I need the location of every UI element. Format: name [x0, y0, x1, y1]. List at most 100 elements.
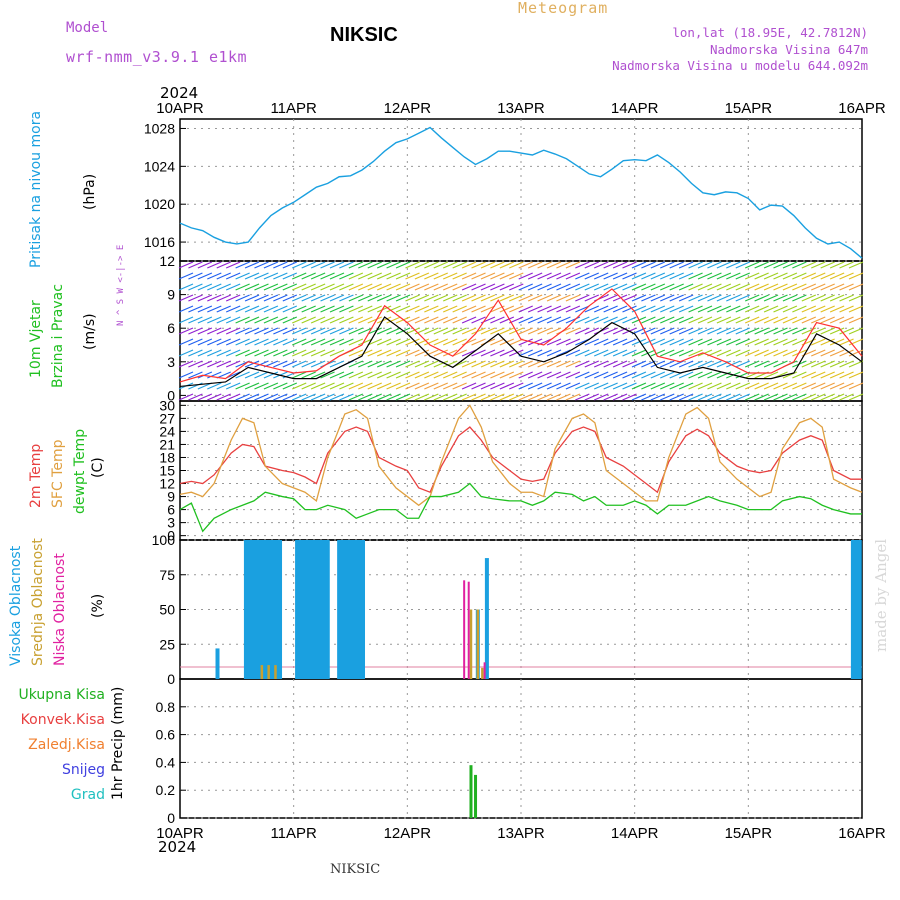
wind-barb — [433, 316, 449, 324]
wind-barb — [707, 261, 722, 269]
wind-barb — [688, 349, 703, 357]
wind-barb — [565, 382, 581, 390]
wind-barb — [282, 360, 298, 368]
wind-barb — [829, 316, 845, 324]
wind-barb — [518, 349, 533, 357]
wind-barb — [499, 316, 515, 324]
wind-barb — [782, 393, 798, 401]
wind-barb — [575, 316, 590, 324]
wind-barb — [244, 382, 260, 390]
wind-barb — [641, 382, 656, 390]
wind-barb — [678, 327, 694, 335]
wind-barb — [650, 294, 666, 302]
wind-barb — [197, 316, 213, 324]
wind-barb — [395, 360, 411, 368]
wind-barb — [207, 294, 222, 302]
wind-barb — [414, 283, 430, 291]
wind-barb — [414, 272, 430, 280]
wind-barb — [499, 360, 515, 368]
wind-barb — [320, 272, 335, 280]
precip-name-label-5: Grad — [70, 787, 105, 803]
wind-barb — [707, 305, 722, 313]
wind-barb — [254, 393, 269, 401]
wind-barb — [782, 283, 798, 291]
wind-barb — [424, 327, 439, 335]
wind-barb — [310, 338, 326, 346]
wind-barb — [358, 316, 373, 324]
wind-barb — [424, 283, 439, 291]
wind-barb — [386, 294, 401, 302]
ytick-label-wind: 0 — [167, 387, 175, 403]
wind-barb — [292, 349, 307, 357]
wind-barb — [660, 393, 675, 401]
wind-barb — [811, 382, 826, 390]
ytick-label-temperature: 0 — [167, 528, 175, 544]
xtick-label-top: 10APR — [156, 100, 204, 117]
wind-barb — [707, 327, 722, 335]
wind-barb — [707, 283, 722, 291]
wind-barb — [688, 305, 703, 313]
wind-barb — [697, 294, 713, 302]
cloud-bar — [247, 540, 252, 679]
wind-barb — [358, 382, 373, 390]
wind-barb — [848, 294, 864, 302]
wind-barb — [603, 294, 618, 302]
series-line-temperature — [179, 404, 863, 507]
wind-barb — [254, 272, 269, 280]
wind-barb — [575, 283, 590, 291]
wind-barb — [546, 305, 562, 313]
wind-barb — [697, 382, 713, 390]
wind-barb — [820, 393, 835, 401]
wind-barb — [433, 349, 449, 357]
wind-barb — [348, 294, 364, 302]
wind-barb — [235, 327, 250, 335]
wind-barb — [329, 360, 345, 368]
wind-barb — [782, 382, 798, 390]
cloud-bar — [340, 540, 345, 679]
wind-barb — [612, 305, 628, 313]
wind-barb — [716, 393, 732, 401]
cloud-bar — [463, 580, 466, 679]
wind-barb — [631, 261, 647, 269]
wind-barb — [292, 360, 307, 368]
wind-barb — [811, 327, 826, 335]
wind-barb — [565, 349, 581, 357]
wind-barb — [575, 327, 590, 335]
wind-barb — [499, 382, 515, 390]
wind-barb — [292, 305, 307, 313]
elevation-label: Nadmorska Visina 647m — [709, 42, 868, 57]
cloud-bar — [250, 540, 255, 679]
wind-barb — [622, 261, 637, 269]
wind-barb — [603, 371, 618, 379]
wind-barb — [282, 294, 298, 302]
wind-barb — [348, 393, 364, 401]
wind-barb — [263, 261, 279, 269]
wind-barb — [829, 349, 845, 357]
wind-barb — [509, 349, 524, 357]
wind-barb — [612, 316, 628, 324]
cloud-bar — [315, 540, 320, 679]
wind-barb — [782, 338, 798, 346]
wind-barb — [641, 371, 656, 379]
wind-barb — [773, 294, 788, 302]
wind-barb — [348, 283, 364, 291]
wind-barb — [839, 360, 854, 368]
wind-barb — [461, 393, 477, 401]
ytick-label-precipitation: 0.2 — [156, 782, 176, 798]
ytick-label-precipitation: 0.4 — [156, 754, 176, 770]
ytick-label-temperature: 27 — [159, 410, 175, 426]
wind-barb — [490, 294, 505, 302]
wind-barb — [773, 338, 788, 346]
wind-barb — [282, 316, 298, 324]
wind-barb — [697, 360, 713, 368]
cloud-bar — [469, 609, 473, 679]
wind-barb — [735, 327, 750, 335]
wind-barb — [688, 360, 703, 368]
wind-barb — [320, 349, 335, 357]
wind-barb — [792, 393, 807, 401]
wind-barb — [537, 327, 552, 335]
wind-barb — [669, 272, 684, 280]
cloud-bar — [361, 540, 366, 679]
wind-barb — [414, 393, 430, 401]
wind-barb — [612, 261, 628, 269]
